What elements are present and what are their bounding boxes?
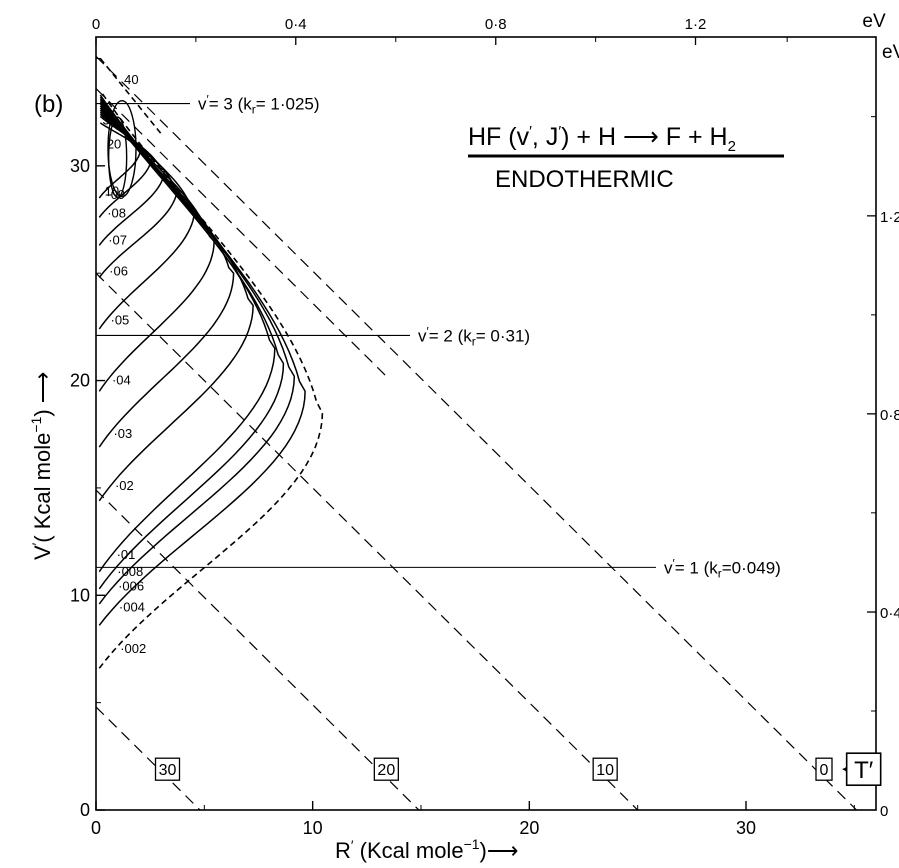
- y-axis-label: V′( Kcal mole−1) ⟶: [28, 372, 55, 560]
- contour-line: [99, 57, 162, 135]
- vibrational-level-label: v′= 2 (kr= 0·31): [418, 324, 530, 348]
- y-tick-label: 20: [70, 371, 90, 391]
- x-tick-label: 30: [736, 818, 756, 838]
- j-label: 30: [103, 113, 117, 128]
- energy-diagonal: [95, 706, 201, 811]
- contour-label: ·02: [115, 478, 134, 493]
- rotational-box: [592, 757, 618, 781]
- rotational-box-label: 10: [596, 762, 614, 779]
- y-axis-label-part: V: [30, 545, 55, 560]
- j-label: 20: [107, 136, 121, 151]
- contour-line: [98, 96, 296, 605]
- top-axis-unit: eV: [862, 11, 886, 32]
- contour-label: ·04: [112, 372, 131, 387]
- x-axis-label: R′ (Kcal mole−1)⟶: [335, 836, 518, 863]
- contour-label: ·006: [118, 579, 144, 594]
- reaction-title-prime: ′: [529, 123, 532, 140]
- vibrational-level-label: v′= 3 (kr= 1·025): [198, 93, 320, 117]
- reaction-title-part: HF (v: [468, 123, 530, 151]
- right-tick-label: 0·4: [880, 605, 899, 622]
- contour-lines: [98, 57, 324, 669]
- rotational-box-label: 20: [377, 762, 395, 779]
- rotational-box-label: 30: [159, 762, 177, 779]
- rotational-title: T′: [854, 757, 874, 784]
- contour-label: ·008: [117, 564, 143, 579]
- vibrational-level-label: v′= 1 (kr=0·049): [664, 556, 781, 580]
- reaction-title: HF (v′, J′) + H ⟶ F + H2: [468, 123, 736, 155]
- contour-label: ·05: [110, 312, 129, 327]
- right-axis-unit: eV: [882, 42, 899, 63]
- chart-labels: 30 20 10 0 T′ v′= 3 (kr= 1·025) v′= 2 (kr= 0·3…: [103, 72, 882, 787]
- top-tick-label: 0: [92, 16, 100, 33]
- contour-label: ·09: [106, 187, 125, 202]
- contour-label: ·01: [117, 547, 136, 562]
- rotational-title-box: [845, 752, 882, 787]
- reaction-title-part: ) + H ⟶ F + H: [561, 123, 727, 151]
- x-tick-label: 0: [91, 818, 101, 838]
- rotational-box: [815, 757, 833, 781]
- energy-diagonal: [95, 272, 639, 811]
- right-tick-label: 1·2: [880, 209, 899, 226]
- j-label: 40: [124, 72, 138, 87]
- reaction-subtitle: ENDOTHERMIC: [495, 166, 674, 193]
- reaction-title-subscript: 2: [728, 138, 736, 155]
- reaction-title-part: , J: [532, 123, 558, 151]
- right-axis-zero: 0: [880, 803, 888, 820]
- plot-frame: [95, 36, 877, 811]
- contour-line: [107, 99, 137, 198]
- x-tick-label: 20: [519, 818, 539, 838]
- contour-label: ·08: [107, 206, 126, 221]
- y-axis-label-superscript: −1: [28, 416, 44, 432]
- top-tick-label: 1·2: [685, 16, 707, 33]
- rotational-box-label: 0: [820, 762, 829, 779]
- x-axis-label-prime: ′: [351, 837, 354, 853]
- j-label: 10: [105, 184, 119, 199]
- contour-label: ·06: [109, 263, 128, 278]
- y-axis-label-part: ( Kcal mole: [30, 433, 55, 543]
- x-tick-label: 10: [303, 818, 323, 838]
- contour-line: [98, 90, 324, 669]
- vibrational-level-lines: [96, 103, 656, 568]
- y-tick-label: 0: [80, 800, 90, 820]
- title-block: HF (v′, J′) + H ⟶ F + H2 ENDOTHERMIC: [468, 123, 784, 193]
- energy-diagonals: [95, 55, 857, 811]
- contour-line: [98, 94, 306, 626]
- panel-label: (b): [34, 91, 63, 118]
- rotational-box: [154, 757, 181, 781]
- y-tick-label: 10: [70, 585, 90, 605]
- reaction-title-prime: ′: [558, 123, 561, 140]
- x-axis-label-part: R: [335, 838, 351, 863]
- y-tick-label: 30: [70, 156, 90, 176]
- y-axis-label-prime: ′: [29, 542, 45, 545]
- x-axis-label-part: (Kcal mole: [354, 838, 464, 863]
- right-tick-label: 0·8: [880, 407, 899, 424]
- x-axis-label-superscript: −1: [464, 836, 480, 852]
- y-axis-label-part: ) ⟶: [30, 372, 55, 417]
- contour-line: [98, 98, 285, 590]
- energy-diagonal: [95, 55, 857, 811]
- energy-diagonal: [95, 489, 420, 811]
- contour-label: ·07: [108, 232, 127, 247]
- x-axis-label-part: )⟶: [480, 838, 519, 863]
- contour-label: ·03: [113, 426, 132, 441]
- top-tick-label: 0·4: [285, 16, 307, 33]
- rotational-box: [373, 757, 399, 781]
- contour-label: ·004: [119, 600, 145, 615]
- contour-label: ·002: [120, 641, 146, 656]
- top-tick-label: 0·8: [485, 16, 507, 33]
- energy-diagonal: [95, 88, 389, 379]
